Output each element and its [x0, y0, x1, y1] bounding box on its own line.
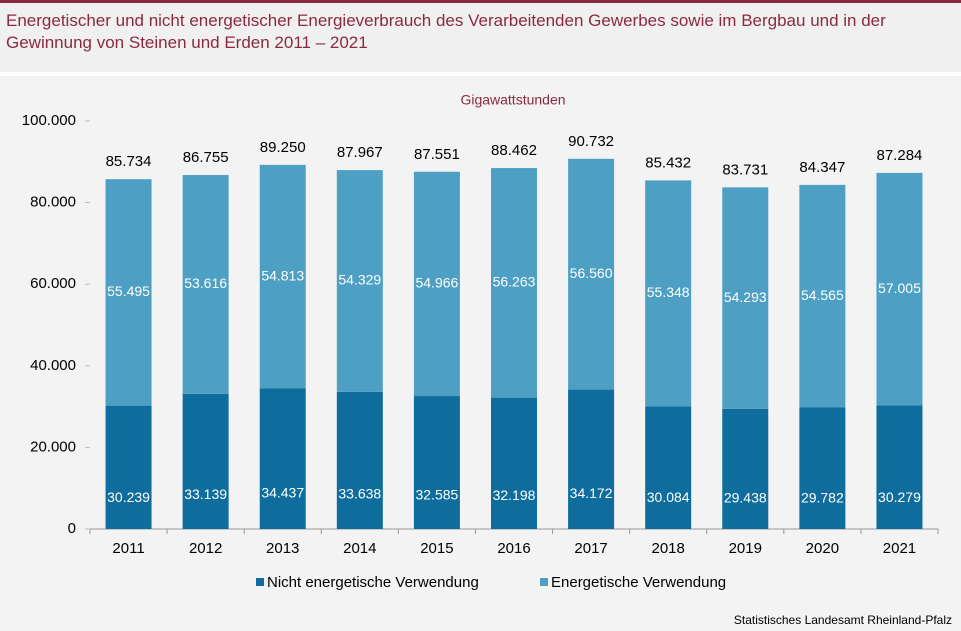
- bar-segment: [568, 158, 615, 390]
- x-tick-label: 2014: [343, 540, 376, 557]
- value-label: 55.348: [647, 284, 690, 300]
- value-label: 30.084: [647, 489, 690, 505]
- y-tick-label: 0: [68, 520, 76, 537]
- value-label: 54.293: [724, 289, 767, 305]
- bar-segment: [182, 175, 229, 394]
- y-tick-label: 60.000: [30, 275, 76, 292]
- value-label: 55.495: [107, 283, 150, 299]
- bar-segment: [336, 391, 383, 529]
- total-label: 87.284: [877, 147, 923, 164]
- source: Statistisches Landesamt Rheinland-Pfalz: [734, 613, 952, 627]
- y-tick-label: 100.000: [22, 112, 76, 129]
- bar-segment: [413, 171, 460, 397]
- value-label: 29.438: [724, 490, 767, 506]
- bar-segment: [259, 164, 306, 389]
- total-label: 89.250: [260, 139, 306, 156]
- bar-segment: [182, 393, 229, 529]
- total-label: 90.732: [568, 133, 614, 150]
- value-label: 32.198: [493, 487, 536, 503]
- bar-segment: [876, 405, 923, 529]
- x-tick-label: 2017: [574, 540, 607, 557]
- legend-swatch: [256, 578, 264, 586]
- x-tick-label: 2013: [266, 540, 299, 557]
- total-label: 85.734: [106, 153, 152, 170]
- total-label: 85.432: [645, 154, 691, 171]
- legend-label: Nicht energetische Verwendung: [267, 574, 479, 591]
- legend-label: Energetische Verwendung: [551, 574, 726, 591]
- value-label: 54.329: [338, 272, 381, 288]
- chart-title: Energetischer und nicht energetischer En…: [6, 11, 886, 52]
- y-tick-label: 80.000: [30, 194, 76, 211]
- total-label: 87.967: [337, 144, 383, 161]
- bar-segment: [645, 180, 692, 407]
- value-label: 54.565: [801, 287, 844, 303]
- bar-segment: [413, 396, 460, 529]
- bar-segment: [105, 405, 152, 529]
- value-label: 54.813: [261, 267, 304, 283]
- total-label: 87.551: [414, 146, 460, 163]
- value-label: 34.437: [261, 485, 304, 501]
- x-tick-label: 2021: [883, 540, 916, 557]
- x-tick-label: 2019: [729, 540, 762, 557]
- value-label: 29.782: [801, 489, 844, 505]
- top-rule: [0, 0, 961, 3]
- bar-segment: [799, 407, 846, 529]
- value-label: 53.616: [184, 275, 227, 291]
- bar-segment: [645, 406, 692, 529]
- value-label: 33.638: [338, 485, 381, 501]
- x-tick-label: 2012: [189, 540, 222, 557]
- bar-segment: [876, 172, 923, 406]
- unit-label: Gigawattstunden: [460, 92, 565, 108]
- value-label: 54.966: [415, 275, 458, 291]
- header-band: [0, 0, 961, 72]
- total-label: 84.347: [799, 159, 845, 176]
- x-tick-label: 2018: [651, 540, 684, 557]
- bar-segment: [722, 408, 769, 529]
- x-tick-label: 2020: [806, 540, 839, 557]
- x-tick-label: 2015: [420, 540, 453, 557]
- value-label: 30.239: [107, 489, 150, 505]
- value-label: 32.585: [415, 486, 458, 502]
- bar-segment: [259, 388, 306, 529]
- bar-segment: [491, 168, 537, 398]
- bar-segment: [336, 170, 383, 392]
- value-label: 34.172: [570, 485, 613, 501]
- value-label: 33.139: [184, 486, 227, 502]
- x-tick-label: 2016: [497, 540, 530, 557]
- bar-segment: [799, 184, 846, 408]
- value-label: 56.560: [570, 265, 613, 281]
- x-tick-label: 2011: [112, 540, 144, 557]
- total-label: 83.731: [722, 161, 768, 178]
- bar-segment: [722, 187, 769, 409]
- title-box: Energetischer und nicht energetischer En…: [6, 11, 886, 52]
- bar-segment: [105, 179, 152, 406]
- y-tick-label: 40.000: [30, 357, 76, 374]
- value-label: 57.005: [878, 280, 921, 296]
- bar-segment: [491, 397, 537, 529]
- legend-swatch: [540, 578, 548, 586]
- total-label: 88.462: [491, 142, 537, 159]
- value-label: 56.263: [493, 274, 536, 290]
- bar-segment: [568, 389, 615, 529]
- y-tick-label: 20.000: [30, 438, 76, 455]
- total-label: 86.755: [183, 149, 229, 166]
- value-label: 30.279: [878, 489, 921, 505]
